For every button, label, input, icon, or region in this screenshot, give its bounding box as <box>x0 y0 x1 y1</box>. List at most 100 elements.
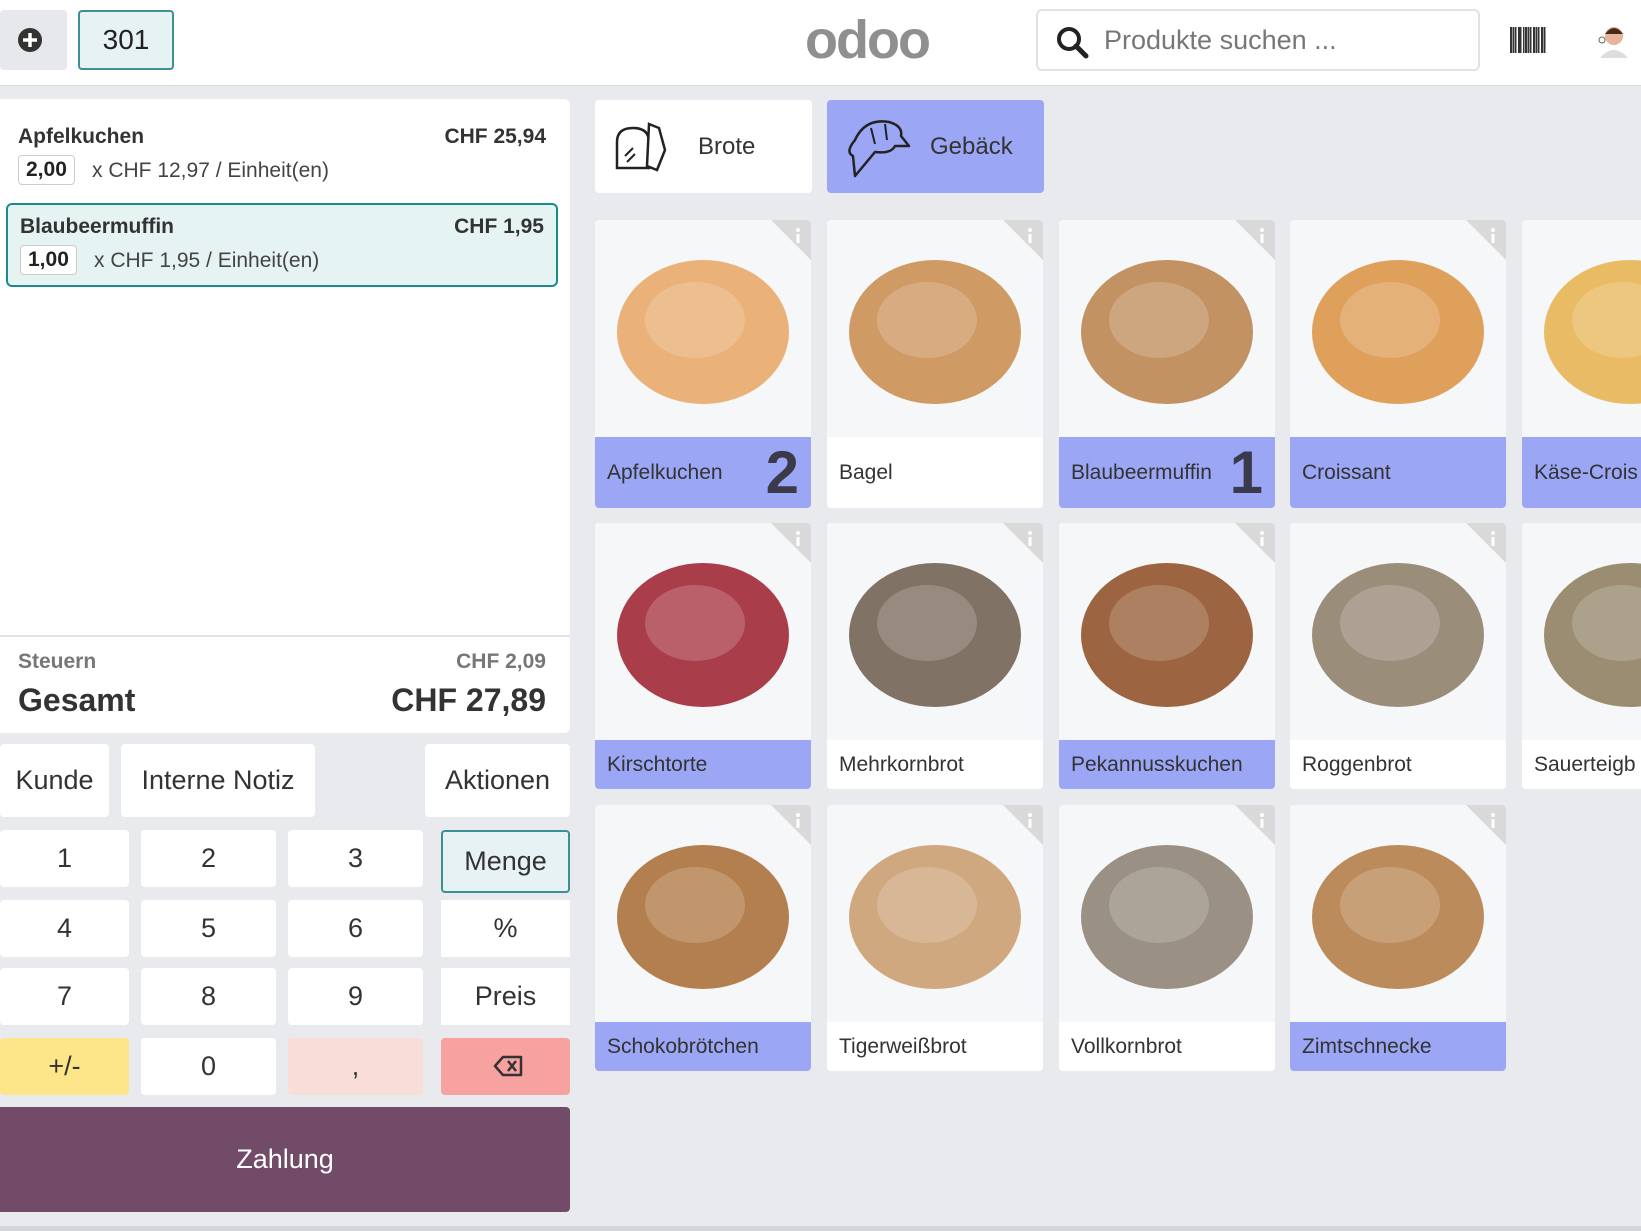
backspace-key[interactable] <box>441 1038 570 1095</box>
category-icon <box>841 112 913 182</box>
product-card[interactable]: Apfelkuchen 2 <box>595 220 811 508</box>
payment-button[interactable]: Zahlung <box>0 1107 570 1212</box>
product-card[interactable]: Vollkornbrot <box>1059 805 1275 1071</box>
product-name: Bagel <box>839 460 893 484</box>
product-name: Mehrkornbrot <box>839 752 964 776</box>
search-placeholder: Produkte suchen ... <box>1104 24 1337 55</box>
product-image <box>595 805 811 1022</box>
category-button[interactable]: Gebäck <box>827 100 1044 193</box>
avatar <box>1598 27 1628 58</box>
numpad-key[interactable]: Preis <box>441 968 570 1025</box>
product-image <box>827 805 1043 1022</box>
order-line[interactable]: Apfelkuchen CHF 25,94 2,00 x CHF 12,97 / Ei… <box>6 115 558 199</box>
line-unit: x CHF 1,95 / Einheit(en) <box>94 249 320 272</box>
line-unit: x CHF 12,97 / Einheit(en) <box>92 159 329 182</box>
image-placeholder <box>1081 805 1275 989</box>
product-label: Sauerteigb <box>1522 740 1641 789</box>
numpad-key[interactable]: 1 <box>0 830 129 887</box>
barcode-button[interactable] <box>1510 27 1546 55</box>
product-image <box>827 523 1043 740</box>
new-order-button[interactable] <box>0 10 67 70</box>
product-qty: 1 <box>1229 439 1263 506</box>
header: 301 odoo Produkte suchen ... <box>0 0 1641 86</box>
product-name: Vollkornbrot <box>1071 1034 1182 1058</box>
product-image <box>1059 805 1275 1022</box>
product-qty: 2 <box>765 439 799 506</box>
taxes-value: CHF 2,09 <box>456 650 546 673</box>
product-label: Croissant <box>1290 437 1506 508</box>
product-label: Schokobrötchen <box>595 1022 811 1071</box>
image-placeholder <box>1312 805 1506 989</box>
action-button[interactable]: Kunde <box>0 744 109 817</box>
product-image <box>595 220 811 437</box>
line-price: CHF 25,94 <box>444 125 546 148</box>
table-button[interactable]: 301 <box>78 10 174 70</box>
image-placeholder <box>849 523 1043 707</box>
product-card[interactable]: Kirschtorte <box>595 523 811 789</box>
order-panel: Apfelkuchen CHF 25,94 2,00 x CHF 12,97 / Ei… <box>0 99 570 733</box>
product-name: Blaubeermuffin <box>1071 460 1212 484</box>
numpad-key[interactable]: 7 <box>0 968 129 1025</box>
product-card[interactable]: Mehrkornbrot <box>827 523 1043 789</box>
product-card[interactable]: Sauerteigb <box>1522 523 1641 789</box>
line-qty: 1,00 <box>20 245 77 275</box>
numpad-key[interactable]: 9 <box>288 968 423 1025</box>
image-placeholder <box>1312 220 1506 404</box>
numpad-key[interactable]: +/- <box>0 1038 129 1095</box>
product-label: Apfelkuchen 2 <box>595 437 811 508</box>
action-button[interactable]: Aktionen <box>425 744 570 817</box>
product-image <box>827 220 1043 437</box>
numpad-key[interactable]: 0 <box>141 1038 276 1095</box>
numpad-key[interactable]: 6 <box>288 900 423 957</box>
product-card[interactable]: Croissant <box>1290 220 1506 508</box>
order-line[interactable]: Blaubeermuffin CHF 1,95 1,00 x CHF 1,95 / E… <box>6 203 558 287</box>
total-value: CHF 27,89 <box>391 682 546 718</box>
category-icon <box>609 112 681 182</box>
product-card[interactable]: Blaubeermuffin 1 <box>1059 220 1275 508</box>
user-avatar[interactable] <box>1596 22 1632 58</box>
image-placeholder <box>1544 563 1641 707</box>
product-name: Pekannusskuchen <box>1071 752 1243 776</box>
product-name: Tigerweißbrot <box>839 1034 967 1058</box>
product-label: Mehrkornbrot <box>827 740 1043 789</box>
plus-icon <box>18 28 42 52</box>
numpad-key[interactable]: , <box>288 1038 423 1095</box>
product-label: Roggenbrot <box>1290 740 1506 789</box>
numpad-key[interactable]: % <box>441 900 570 957</box>
totals-divider <box>0 635 570 637</box>
search-icon <box>1054 24 1090 60</box>
numpad-key[interactable]: 5 <box>141 900 276 957</box>
image-placeholder <box>617 805 811 989</box>
product-card[interactable]: Roggenbrot <box>1290 523 1506 789</box>
bottom-strip <box>0 1226 1641 1231</box>
product-label: Kirschtorte <box>595 740 811 789</box>
product-name: Apfelkuchen <box>607 460 723 484</box>
product-image <box>1522 220 1641 437</box>
product-name: Roggenbrot <box>1302 752 1412 776</box>
search-box[interactable]: Produkte suchen ... <box>1036 9 1480 71</box>
numpad-key[interactable]: 3 <box>288 830 423 887</box>
numpad-key[interactable]: 4 <box>0 900 129 957</box>
product-name: Sauerteigb <box>1534 752 1636 776</box>
product-card[interactable]: Bagel <box>827 220 1043 508</box>
product-name: Kirschtorte <box>607 752 708 776</box>
numpad-key[interactable]: 2 <box>141 830 276 887</box>
image-placeholder <box>849 805 1043 989</box>
product-card[interactable]: Pekannusskuchen <box>1059 523 1275 789</box>
image-placeholder <box>617 523 811 707</box>
numpad-key[interactable]: 8 <box>141 968 276 1025</box>
product-card[interactable]: Tigerweißbrot <box>827 805 1043 1071</box>
category-button[interactable]: Brote <box>595 100 812 193</box>
product-card[interactable]: Schokobrötchen <box>595 805 811 1071</box>
line-qty: 2,00 <box>18 155 75 185</box>
product-card[interactable]: Zimtschnecke <box>1290 805 1506 1071</box>
action-button[interactable]: Interne Notiz <box>121 744 315 817</box>
product-image <box>1059 523 1275 740</box>
product-label: Bagel <box>827 437 1043 508</box>
product-image <box>1290 220 1506 437</box>
product-label: Blaubeermuffin 1 <box>1059 437 1275 508</box>
numpad-key[interactable]: Menge <box>441 830 570 893</box>
product-card[interactable]: Käse-Crois <box>1522 220 1641 508</box>
line-name: Apfelkuchen <box>18 125 145 148</box>
product-image <box>1522 523 1641 740</box>
